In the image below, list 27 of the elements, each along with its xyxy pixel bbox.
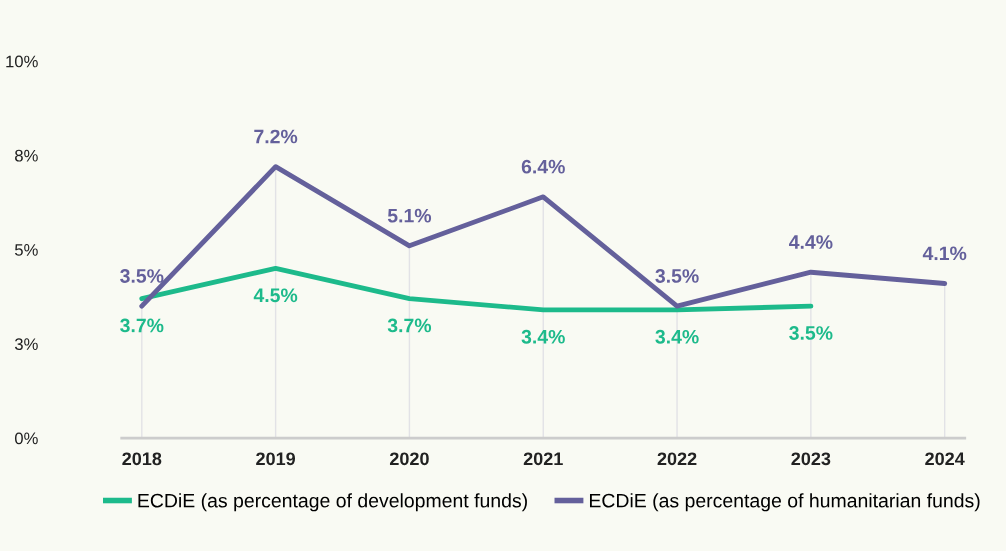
data-label: 3.4% xyxy=(655,329,699,344)
y-tick-label: 3% xyxy=(14,338,38,351)
legend-label: ECDiE (as percentage of development funds) xyxy=(138,493,527,512)
legend-label: ECDiE (as percentage of humanitarian funds) xyxy=(589,493,980,512)
x-tick-label: 2022 xyxy=(657,452,697,466)
y-tick-label: 5% xyxy=(14,244,38,256)
data-label: 4.5% xyxy=(253,288,298,303)
y-tick-label: 0% xyxy=(14,432,38,445)
x-tick-label: 2021 xyxy=(523,452,563,466)
x-tick-label: 2019 xyxy=(256,452,296,466)
x-tick-label: 2018 xyxy=(122,452,162,466)
data-label: 3.7% xyxy=(387,318,432,333)
data-label: 3.7% xyxy=(120,318,164,333)
x-tick-label: 2023 xyxy=(791,452,831,466)
data-label: 6.4% xyxy=(521,159,565,174)
data-label: 5.1% xyxy=(387,208,432,223)
data-label: 3.5% xyxy=(789,326,833,340)
data-label: 7.2% xyxy=(254,129,298,144)
data-label: 4.1% xyxy=(922,246,967,261)
data-label: 4.4% xyxy=(789,235,833,249)
data-label: 3.4% xyxy=(521,329,565,344)
x-tick-label: 2024 xyxy=(925,452,965,466)
x-tick-label: 2020 xyxy=(389,452,429,466)
y-tick-label: 10% xyxy=(6,55,38,68)
data-label: 3.5% xyxy=(120,269,164,283)
y-tick-label: 8% xyxy=(15,149,38,162)
data-label: 3.5% xyxy=(655,269,699,283)
